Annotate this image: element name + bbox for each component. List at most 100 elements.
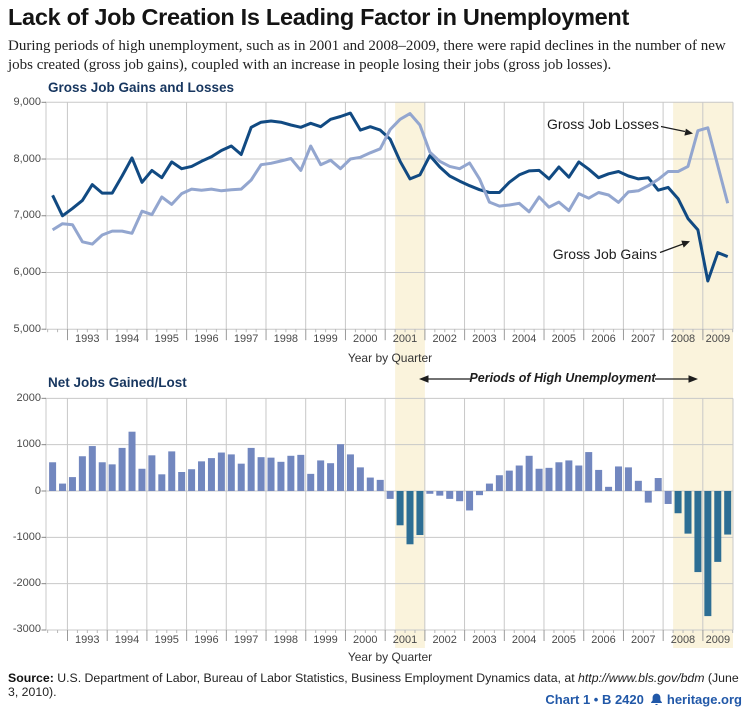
top-ytick-label: 9,000 [13,95,41,108]
bottom-ytick-label: 0 [34,484,41,497]
bottom-year-label: 1995 [154,633,179,646]
net-bar [605,486,613,491]
net-bar [78,456,86,491]
heritage-site-link[interactable]: heritage.org [666,692,742,707]
net-bar [88,446,96,491]
net-bar [68,477,76,491]
net-bar [217,452,225,491]
net-bar [237,463,245,491]
net-jobs-bars [49,431,732,617]
net-bar [267,457,275,491]
net-bar [297,454,305,491]
top-year-label: 2001 [392,333,418,345]
net-bar [436,491,444,496]
top-year-label: 2005 [551,333,577,345]
net-bar [168,451,176,491]
net-bar [376,479,384,491]
top-ytick-label: 6,000 [13,265,41,278]
net-bar [624,467,632,491]
top-ytick-label: 8,000 [13,152,41,165]
net-bar [158,474,166,491]
net-bar [317,460,325,491]
chart-reference: Chart 1 • B 2420 [545,692,644,707]
net-bar [227,454,235,491]
bottom-chart-heading: Net Jobs Gained/Lost [48,375,187,390]
net-bar [476,491,484,496]
top-year-label: 2007 [630,333,656,345]
net-bar [356,467,364,491]
net-bar [446,491,454,499]
top-year-label: 1997 [233,333,259,345]
net-bar [525,455,533,491]
net-bar [307,473,315,491]
net-bar [515,465,523,491]
bottom-year-label: 2004 [511,633,537,646]
net-bar [207,458,215,491]
bottom-year-label: 1997 [233,633,259,646]
net-bar [366,477,374,491]
bottom-year-label: 1994 [114,633,140,646]
net-bar [485,483,493,491]
net-bar [664,491,672,504]
top-year-label: 2003 [472,333,497,345]
net-bar [674,491,682,514]
callout-arrows [659,125,693,254]
top-year-label: 1996 [194,333,219,345]
top-year-label: 1998 [273,333,299,345]
series-label-gross-job-losses: Gross Job Losses [546,116,659,132]
net-bar [595,469,603,491]
net-bar [327,463,335,491]
top-year-label: 2009 [705,333,731,345]
net-bar [416,491,424,536]
gross-job-losses-line [51,112,730,246]
net-bar [287,455,295,491]
source-url: http://www.bls.gov/bdm [578,671,705,685]
annotation-arrows [419,375,698,383]
net-bar [585,452,593,491]
net-bar [614,466,622,491]
net-bar [346,454,354,491]
net-bar [426,491,434,494]
page-intro: During periods of high unemployment, suc… [8,38,726,73]
net-bar [684,491,692,534]
source-date: (June 3, 2010). [8,671,739,699]
top-year-label: 2004 [511,333,537,345]
top-ytick-label: 5,000 [13,322,41,335]
bottom-year-label: 2006 [591,633,616,646]
net-bar [98,462,106,491]
net-bar [257,457,265,491]
bottom-year-label: 2000 [353,633,378,646]
top-year-label: 2002 [432,333,457,345]
top-ytick-label: 7,000 [13,209,41,222]
net-bar [337,444,345,491]
axis-ticks [41,101,734,641]
footer-credit: Chart 1 • B 2420 heritage.org [545,692,742,709]
net-bar [505,470,513,491]
net-bar [694,491,702,573]
top-year-label: 1999 [313,333,338,345]
net-bar [456,491,464,502]
bottom-ytick-label: 1000 [16,438,41,451]
net-bar [575,465,583,491]
top-xaxis-title: Year by Quarter [347,351,433,365]
net-bar [277,461,285,491]
net-bar [108,464,116,491]
net-bar [59,483,67,491]
net-bar [148,455,156,491]
source-note: Source: U.S. Department of Labor, Bureau… [8,671,748,699]
high-unemployment-annotation: Periods of High Unemployment [469,371,656,385]
net-bar [495,475,503,491]
bottom-year-label: 2008 [670,633,696,646]
top-year-label: 2000 [353,333,378,345]
net-bar [198,461,206,491]
source-label: Source: [8,671,54,685]
bottom-ytick-label: -1000 [12,530,41,543]
net-bar [396,491,404,526]
bottom-year-label: 1996 [194,633,219,646]
top-year-label: 1994 [114,333,140,345]
top-year-label: 2008 [670,333,696,345]
net-bar [128,431,136,491]
bottom-ytick-label: 2000 [16,391,41,404]
